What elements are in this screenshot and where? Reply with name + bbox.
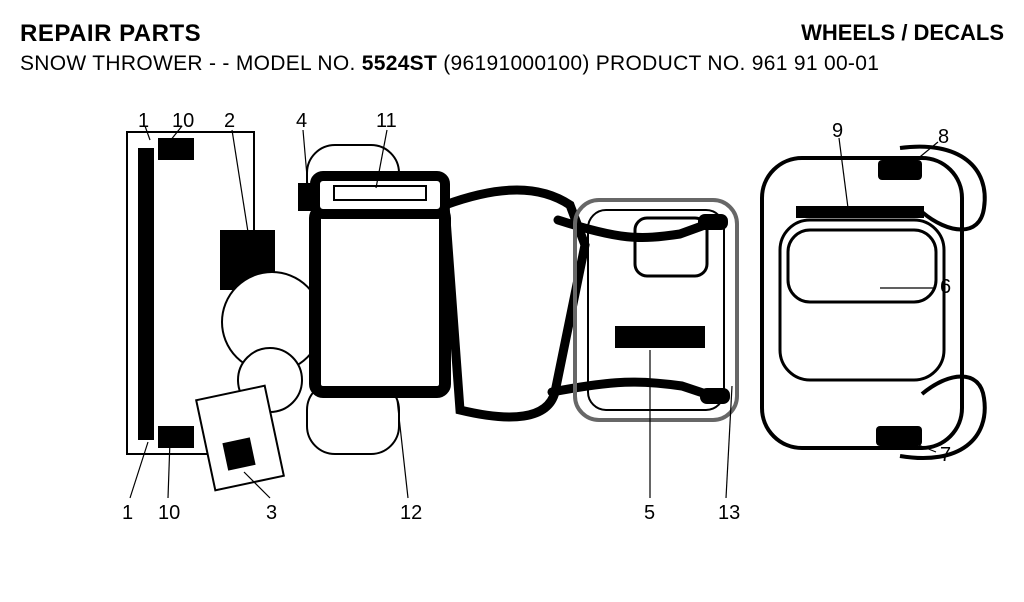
callout-11: 11 xyxy=(376,110,397,133)
callout-4: 4 xyxy=(296,110,307,133)
callout-12: 12 xyxy=(400,502,422,525)
callout-10: 10 xyxy=(158,502,180,525)
callout-8: 8 xyxy=(938,126,949,149)
callout-1: 1 xyxy=(138,110,149,133)
exploded-diagram: 1 10 2 4 11 9 8 6 7 1 10 3 12 5 13 xyxy=(0,90,1024,590)
model-line: SNOW THROWER - - MODEL NO. 5524ST (96191… xyxy=(20,52,1004,76)
model-suffix: (96191000100) PRODUCT NO. 961 91 00-01 xyxy=(437,52,879,75)
model-number: 5524ST xyxy=(362,52,437,75)
page-title-right: WHEELS / DECALS xyxy=(801,20,1004,48)
callout-7: 7 xyxy=(940,444,951,467)
callout-9: 9 xyxy=(832,120,843,143)
callout-10: 10 xyxy=(172,110,194,133)
callout-13: 13 xyxy=(718,502,740,525)
callout-5: 5 xyxy=(644,502,655,525)
diagram-svg xyxy=(0,90,1024,590)
callout-1: 1 xyxy=(122,502,133,525)
callout-6: 6 xyxy=(940,276,951,299)
callout-3: 3 xyxy=(266,502,277,525)
model-prefix: SNOW THROWER - - MODEL NO. xyxy=(20,52,362,75)
page-title-left: REPAIR PARTS xyxy=(20,20,201,48)
callout-2: 2 xyxy=(224,110,235,133)
